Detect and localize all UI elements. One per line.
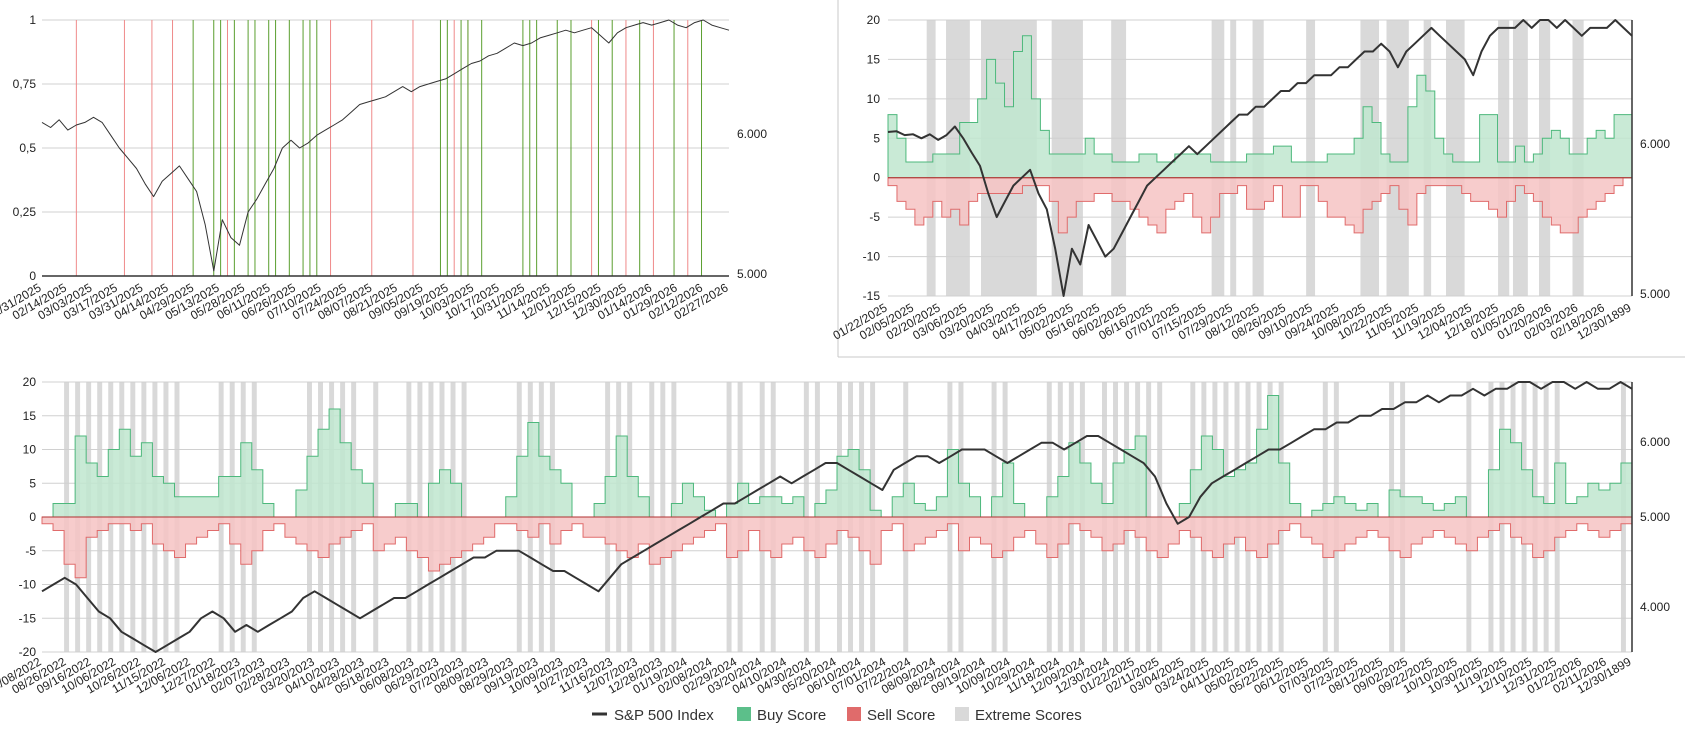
y-tick-label: -10 — [863, 250, 881, 264]
extreme-band — [1211, 20, 1225, 296]
top-left-chart-panel: 00,250,50,7515.0006.00001/31/202502/14/2… — [0, 13, 767, 323]
right-axis-tick-label: 6.000 — [1640, 435, 1670, 449]
y-tick-label: 0,75 — [13, 77, 37, 91]
legend-buy-swatch — [737, 707, 751, 721]
sell-score-area — [887, 177, 1632, 234]
y-tick-label: -5 — [25, 544, 36, 558]
legend-buy-label: Buy Score — [757, 707, 826, 724]
right-axis-tick-label: 5.000 — [1640, 510, 1670, 524]
y-tick-label: 15 — [867, 52, 881, 66]
y-tick-label: -15 — [863, 289, 881, 303]
index-line — [887, 19, 1633, 297]
index-line — [41, 19, 730, 272]
bottom-chart-panel: -20-15-10-5051015204.0005.0006.00008/08/… — [0, 375, 1670, 697]
right-axis-tick-label: 6.000 — [737, 127, 767, 141]
y-tick-label: 1 — [29, 13, 36, 27]
legend-sell-swatch — [847, 707, 861, 721]
extreme-band — [1306, 20, 1316, 296]
legend-sell-label: Sell Score — [867, 707, 935, 724]
y-tick-label: -10 — [19, 578, 37, 592]
y-tick-label: 10 — [867, 92, 881, 106]
legend: S&P 500 Index Buy Score Sell Score Extre… — [592, 707, 1082, 724]
legend-index-label: S&P 500 Index — [614, 707, 714, 724]
y-tick-label: 5 — [29, 476, 36, 490]
right-axis-tick-label: 4.000 — [1640, 600, 1670, 614]
right-axis-tick-label: 5.000 — [737, 267, 767, 281]
y-tick-label: 0 — [29, 269, 36, 283]
y-tick-label: 0 — [29, 510, 36, 524]
y-tick-label: 0,25 — [13, 205, 37, 219]
index-line — [41, 381, 1633, 653]
extreme-band — [1386, 20, 1409, 296]
buy-score-area — [887, 35, 1633, 179]
legend-extreme-swatch — [955, 707, 969, 721]
extreme-band — [1111, 20, 1127, 296]
legend-extreme-label: Extreme Scores — [975, 707, 1082, 724]
y-tick-label: 10 — [23, 443, 37, 457]
y-tick-label: 5 — [873, 131, 880, 145]
top-right-chart-panel: -15-10-5051015205.0006.00001/22/202502/0… — [830, 13, 1670, 343]
y-tick-label: 15 — [23, 409, 37, 423]
extreme-band — [926, 20, 936, 296]
y-tick-label: 0,5 — [19, 141, 36, 155]
right-axis-tick-label: 5.000 — [1640, 287, 1670, 301]
extreme-band — [1230, 20, 1237, 296]
y-tick-label: -5 — [869, 210, 880, 224]
extreme-band — [1446, 20, 1465, 296]
extreme-band — [1498, 20, 1510, 296]
y-tick-label: 20 — [23, 375, 37, 389]
y-tick-label: -15 — [19, 611, 37, 625]
y-tick-label: 20 — [867, 13, 881, 27]
sell-score-area — [41, 516, 1633, 579]
y-tick-label: -20 — [19, 645, 37, 659]
y-tick-label: 0 — [873, 171, 880, 185]
right-axis-tick-label: 6.000 — [1640, 137, 1670, 151]
